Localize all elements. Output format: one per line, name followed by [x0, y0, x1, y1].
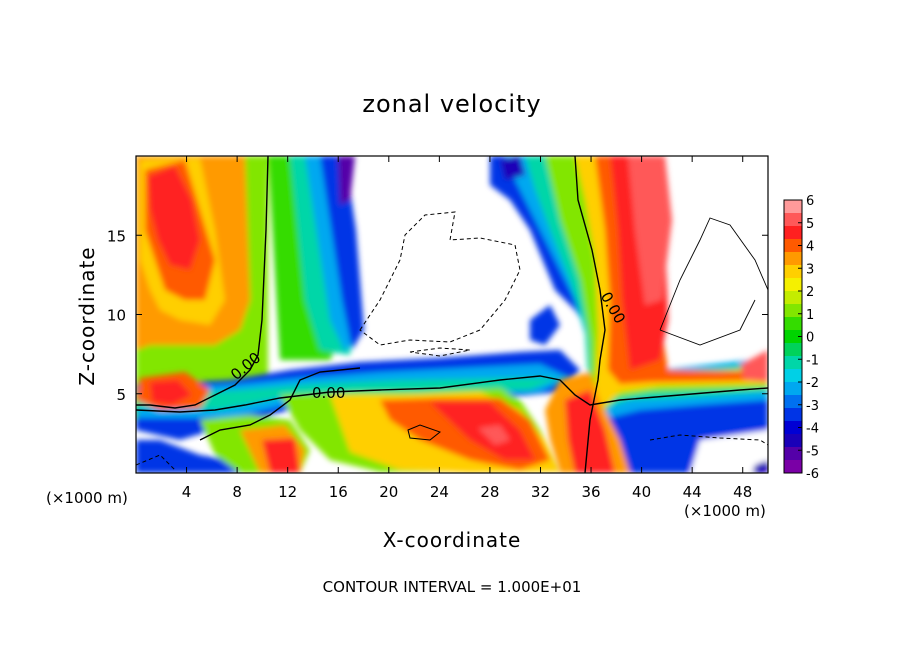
colorbar-swatch [784, 408, 802, 422]
plot-area: 0.00 0.00 0.00 [136, 156, 768, 473]
colorbar-swatch [784, 317, 802, 331]
colorbar-swatch [784, 421, 802, 435]
colorbar-swatch [784, 460, 802, 474]
colorbar-tick-label: -1 [806, 353, 819, 368]
x-tick-label: 48 [733, 483, 752, 501]
x-tick-label: 44 [683, 483, 702, 501]
x-tick-label: 28 [480, 483, 499, 501]
x-axis-ticks: 4 8 12 16 20 24 28 32 36 40 44 48 [182, 156, 752, 501]
negative-contour-bottom-left [136, 454, 176, 471]
colorbar-tick-label: 4 [806, 240, 814, 255]
colorbar-tick-label: -5 [806, 444, 819, 459]
negative-contour-bottom-right [649, 434, 768, 446]
zero-contour-left [136, 156, 269, 409]
x-tick-label: 4 [182, 483, 192, 501]
x-tick-label: 24 [430, 483, 449, 501]
negative-contour-small-1 [409, 347, 471, 357]
x-tick-label: 16 [329, 483, 348, 501]
contour-lines [136, 156, 768, 473]
colorbar-swatch [784, 278, 802, 292]
x-axis-unit-left: (×1000 m) [46, 489, 128, 507]
colorbar-tick-label: 5 [806, 217, 814, 232]
colorbar-swatch [784, 200, 802, 214]
colorbar-tick-label: 1 [806, 308, 814, 323]
contour-interval-note: CONTOUR INTERVAL = 1.000E+01 [323, 578, 582, 596]
colorbar-swatch [784, 447, 802, 461]
colorbar-swatch [784, 356, 802, 370]
central-velocity-band [136, 350, 580, 473]
colorbar-tick-label: 6 [806, 194, 814, 209]
colorbar-tick-label: -4 [806, 422, 819, 437]
chart-title: zonal velocity [362, 90, 541, 118]
x-tick-label: 40 [632, 483, 651, 501]
y-axis-ticks: 5 10 15 [107, 227, 768, 404]
colorbar-swatch [784, 395, 802, 409]
positive-contour-right-lower [659, 299, 756, 346]
colorbar-swatch [784, 291, 802, 305]
zero-contour-middle [136, 375, 768, 413]
x-tick-label: 20 [379, 483, 398, 501]
colorbar-swatch [784, 265, 802, 279]
y-tick-label: 5 [116, 386, 126, 404]
colorbar-tick-label: 3 [806, 262, 814, 277]
colorbar-tick-label: -2 [806, 376, 819, 391]
y-tick-label: 10 [107, 307, 126, 325]
y-tick-label: 15 [107, 227, 126, 245]
y-axis-label: Z-coordinate [75, 246, 99, 385]
left-velocity-field [136, 156, 364, 420]
x-tick-label: 12 [278, 483, 297, 501]
colorbar-swatch [784, 343, 802, 357]
x-tick-label: 8 [232, 483, 242, 501]
x-tick-label: 36 [581, 483, 600, 501]
dashed-contours [136, 211, 768, 471]
x-tick-label: 32 [531, 483, 550, 501]
closed-contour-small [407, 424, 442, 441]
negative-contour-center [359, 211, 521, 346]
positive-contour-right [659, 217, 768, 331]
colorbar-swatch [784, 434, 802, 448]
colorbar-swatch [784, 239, 802, 253]
colorbar-tick-label: -6 [806, 467, 819, 482]
colorbar: 6 5 4 3 2 1 0 -1 -2 -3 -4 -5 -6 [783, 194, 819, 482]
colorbar-swatch [784, 252, 802, 266]
zero-contour-right [574, 156, 606, 473]
colorbar-swatch [784, 382, 802, 396]
x-axis-unit-right: (×1000 m) [684, 502, 766, 520]
zero-contour-lower [199, 367, 361, 441]
colorbar-tick-label: 2 [806, 285, 814, 300]
colorbar-swatch [784, 213, 802, 227]
colorbar-swatch [784, 369, 802, 383]
colorbar-swatch [784, 304, 802, 318]
colorbar-tick-label: -3 [806, 399, 819, 414]
contour-label-middle: 0.00 [312, 384, 345, 402]
colorbar-tick-label: 0 [806, 331, 814, 346]
colorbar-swatch [784, 226, 802, 240]
x-axis-label: X-coordinate [383, 528, 522, 552]
colorbar-swatch [784, 330, 802, 344]
